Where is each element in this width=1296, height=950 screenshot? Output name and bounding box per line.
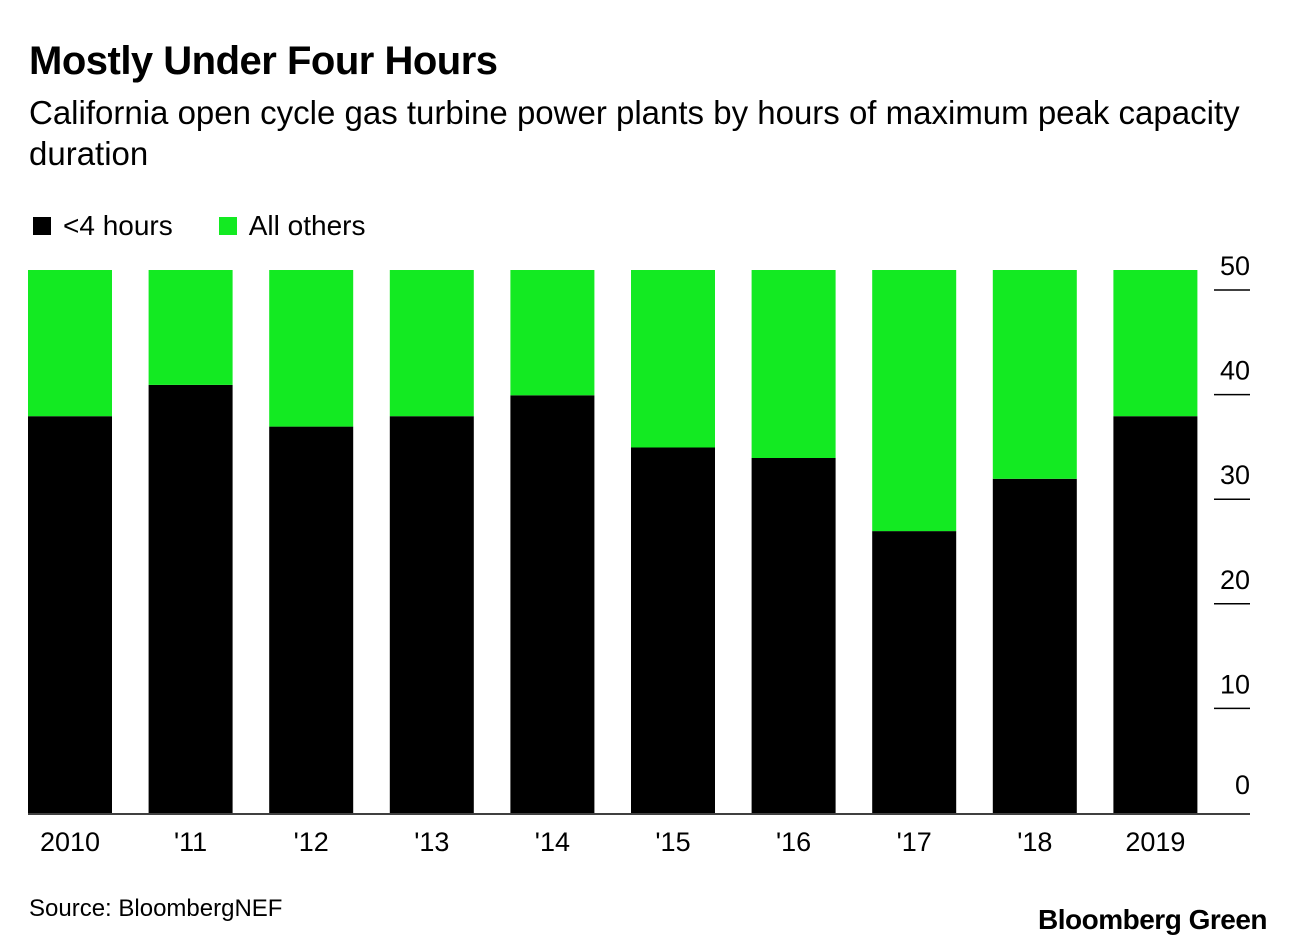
x-tick-label-0: 2010: [40, 827, 100, 857]
bar-under4-1: [148, 384, 233, 813]
legend-item-others: All others: [218, 210, 366, 242]
bar-others-2: [269, 270, 354, 427]
x-tick-label-8: '18: [1017, 827, 1052, 857]
brand-logo: Bloomberg Green: [1038, 904, 1267, 935]
y-tick-label-10: 10: [1220, 669, 1250, 699]
legend-swatch-others: [218, 217, 237, 235]
bar-under4-5: [631, 447, 715, 813]
bar-under4-8: [992, 478, 1077, 813]
bar-others-1: [148, 270, 233, 385]
bar-others-0: [28, 270, 112, 417]
source-note: Source: BloombergNEF: [29, 895, 283, 922]
bar-others-5: [631, 270, 715, 448]
x-tick-label-3: '13: [414, 827, 449, 857]
y-tick-label-50: 50: [1220, 251, 1250, 281]
x-tick-label-5: '15: [655, 827, 690, 857]
bar-under4-6: [751, 458, 836, 813]
bar-others-6: [751, 270, 836, 458]
bar-others-9: [1113, 270, 1198, 417]
bar-under4-7: [872, 531, 957, 813]
bar-under4-9: [1113, 416, 1198, 813]
x-tick-label-7: '17: [897, 827, 932, 857]
bar-others-7: [872, 270, 957, 532]
bar-under4-2: [269, 426, 354, 813]
bar-under4-4: [510, 395, 595, 813]
bar-under4-0: [28, 416, 112, 813]
y-tick-label-0: 0: [1235, 770, 1250, 800]
bar-under4-3: [389, 416, 474, 813]
legend-item-under4: <4 hours: [33, 210, 173, 242]
chart-legend: <4 hours All others: [33, 208, 411, 244]
bar-others-8: [992, 270, 1077, 479]
bar-others-3: [389, 270, 474, 417]
x-tick-label-6: '16: [776, 827, 811, 857]
x-tick-label-4: '14: [535, 827, 570, 857]
y-tick-label-30: 30: [1220, 460, 1250, 490]
bar-others-4: [510, 270, 595, 396]
y-tick-label-20: 20: [1220, 565, 1250, 595]
chart-title: Mostly Under Four Hours: [29, 39, 498, 83]
chart-subtitle: California open cycle gas turbine power …: [29, 94, 1240, 172]
x-tick-label-9: 2019: [1125, 827, 1185, 857]
x-tick-label-1: '11: [174, 827, 207, 857]
legend-label-under4: <4 hours: [63, 210, 173, 241]
x-tick-label-2: '12: [294, 827, 329, 857]
y-tick-label-40: 40: [1220, 356, 1250, 386]
legend-label-others: All others: [248, 210, 366, 241]
legend-swatch-under4: [33, 217, 51, 235]
